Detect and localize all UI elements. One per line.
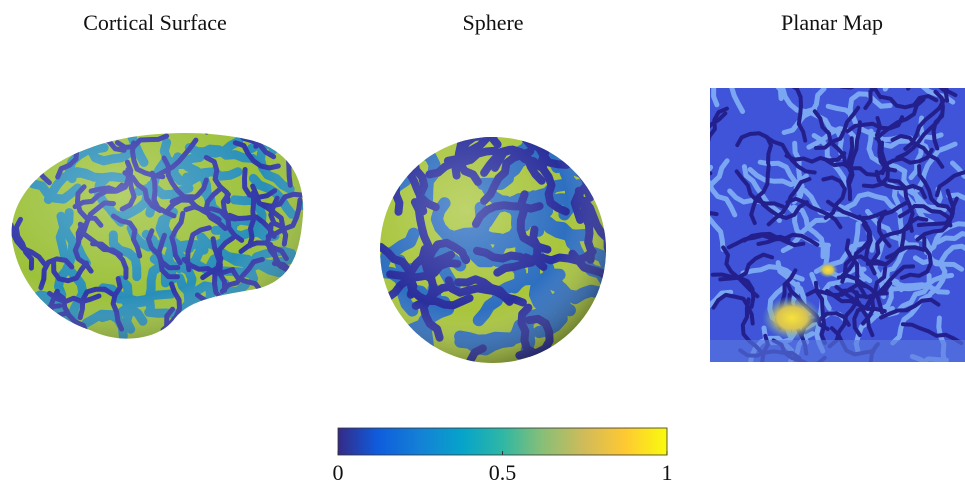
fold	[250, 308, 297, 320]
fold	[945, 35, 965, 88]
fold	[23, 128, 75, 135]
fold	[244, 311, 292, 322]
fold	[296, 320, 345, 334]
fold	[12, 121, 48, 142]
fold	[337, 162, 380, 210]
fold	[656, 209, 717, 214]
fold	[142, 348, 164, 394]
figure: Cortical Surface Sphere Planar Map 00.51	[0, 0, 965, 487]
fold	[391, 126, 409, 186]
panel-title: Planar Map	[781, 10, 883, 35]
fold	[150, 90, 177, 126]
fold	[57, 334, 108, 346]
fold	[157, 122, 208, 126]
fold	[602, 264, 653, 294]
fold	[197, 312, 231, 345]
fold	[207, 88, 232, 132]
panel-title: Sphere	[462, 10, 523, 35]
fold	[197, 295, 207, 341]
fold	[280, 273, 302, 318]
panel-title: Cortical Surface	[83, 10, 227, 35]
fold	[183, 308, 199, 357]
fold	[345, 141, 391, 193]
fold	[302, 284, 337, 313]
fold	[29, 314, 66, 346]
fold	[225, 103, 260, 141]
fold	[1, 332, 13, 383]
fold	[292, 281, 340, 295]
fold	[286, 125, 334, 141]
shading	[0, 120, 320, 350]
fold	[0, 125, 45, 136]
fold	[36, 333, 56, 375]
fold	[269, 281, 301, 321]
fold	[177, 312, 219, 333]
fold	[440, 95, 493, 137]
bottom-band	[710, 340, 965, 362]
fold	[365, 125, 396, 187]
fold	[894, 37, 914, 88]
fold	[902, 359, 947, 392]
tick-label: 1	[662, 460, 673, 485]
fold	[0, 192, 18, 207]
hotspot	[818, 262, 838, 278]
fold	[664, 167, 710, 204]
fold	[282, 318, 301, 363]
fold	[14, 329, 54, 360]
sphere-image	[337, 95, 654, 413]
fold	[163, 343, 182, 390]
fold	[201, 315, 220, 363]
fold	[912, 357, 955, 397]
fold	[567, 108, 601, 158]
fold	[582, 356, 608, 413]
planar-map-image	[656, 35, 965, 397]
fold	[287, 307, 305, 356]
cortical-surface-image	[0, 88, 345, 395]
fold	[885, 56, 935, 89]
fold	[192, 338, 241, 354]
fold	[256, 99, 279, 147]
fold	[292, 138, 330, 157]
colorbar	[338, 428, 667, 455]
hotspot	[762, 296, 822, 340]
fold	[303, 206, 321, 242]
tick-label: 0	[333, 460, 344, 485]
fold	[275, 319, 304, 361]
fold	[231, 333, 271, 365]
tick-label: 0.5	[489, 460, 517, 485]
fold	[671, 171, 710, 211]
fold	[282, 285, 319, 308]
fold	[179, 333, 226, 354]
fold	[294, 283, 339, 308]
fold	[0, 343, 22, 355]
fold	[28, 318, 66, 343]
fold	[13, 140, 23, 188]
shading	[380, 137, 606, 363]
